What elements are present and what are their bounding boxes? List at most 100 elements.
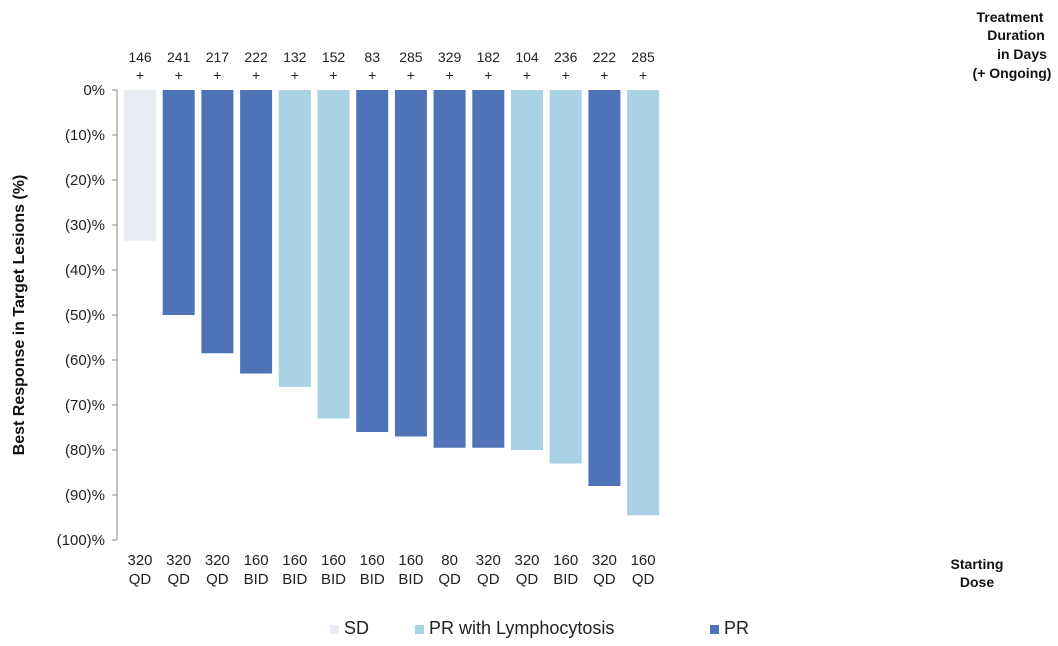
dose-amount-label: 160 <box>321 552 346 569</box>
y-tick-label: (60)% <box>65 352 105 369</box>
dose-header-line: Starting <box>951 556 1004 572</box>
dose-schedule-label: BID <box>321 571 346 588</box>
bars <box>124 90 660 516</box>
legend-label: PR with Lymphocytosis <box>429 618 614 638</box>
legend-swatch <box>710 625 719 634</box>
dose-schedule-label: QD <box>477 571 500 588</box>
dose-amount-label: 160 <box>244 552 269 569</box>
dose-amount-label: 160 <box>282 552 307 569</box>
ongoing-marker: + <box>446 67 454 83</box>
dose-amount-label: 160 <box>553 552 578 569</box>
dose-schedule-label: QD <box>129 571 152 588</box>
bar <box>472 90 505 448</box>
ongoing-marker: + <box>484 67 492 83</box>
bar <box>433 90 466 448</box>
y-tick-label: (100)% <box>57 532 105 549</box>
dose-schedule-label: QD <box>206 571 229 588</box>
bar <box>317 90 350 419</box>
duration-label: 182 <box>477 49 501 65</box>
dose-amount-label: 320 <box>592 552 617 569</box>
legend-swatch <box>330 625 339 634</box>
dose-amount-label: 160 <box>398 552 423 569</box>
dose-amount-label: 160 <box>631 552 656 569</box>
bar <box>627 90 660 516</box>
ongoing-marker: + <box>213 67 221 83</box>
duration-label: 222 <box>244 49 268 65</box>
duration-label: 104 <box>515 49 539 65</box>
bar <box>356 90 389 432</box>
dose-schedule-label: QD <box>438 571 461 588</box>
bar <box>240 90 273 374</box>
bar <box>588 90 621 486</box>
duration-label: 146 <box>128 49 152 65</box>
ongoing-marker: + <box>523 67 531 83</box>
bar <box>511 90 543 450</box>
duration-label: 83 <box>364 49 380 65</box>
duration-label: 329 <box>438 49 462 65</box>
dose-header: Starting Dose <box>951 556 1004 590</box>
dose-schedule-label: QD <box>167 571 190 588</box>
duration-label: 222 <box>593 49 617 65</box>
ongoing-marker: + <box>562 67 570 83</box>
duration-label: 236 <box>554 49 578 65</box>
ongoing-marker: + <box>407 67 415 83</box>
dose-amount-label: 80 <box>441 552 458 569</box>
ongoing-marker: + <box>329 67 337 83</box>
ongoing-marker: + <box>291 67 299 83</box>
duration-header-line: Duration <box>987 27 1045 43</box>
dose-labels: 320 QD 320 QD 320 QD 160 BID 160 BID 160 BID 160 BID 1… <box>127 552 655 588</box>
legend-swatch <box>415 625 424 634</box>
dose-schedule-label: BID <box>282 571 307 588</box>
y-tick-label: (10)% <box>65 127 105 144</box>
y-axis-label: Best Response in Target Lesions (%) <box>11 175 28 456</box>
bar <box>278 90 311 387</box>
bar <box>394 90 427 437</box>
y-tick-label: 0% <box>83 82 105 99</box>
duration-header-line: Treatment <box>977 9 1044 25</box>
y-tick-label: (30)% <box>65 217 105 234</box>
y-tick-label: (70)% <box>65 397 105 414</box>
dose-schedule-label: QD <box>632 571 655 588</box>
dose-amount-label: 320 <box>205 552 230 569</box>
duration-label: 217 <box>206 49 230 65</box>
dose-amount-label: 160 <box>360 552 385 569</box>
ongoing-marker: + <box>639 67 647 83</box>
duration-labels: 146 +241 +217 +222 +132 +152 +83 +285 +329 +182 +1… <box>128 49 655 83</box>
y-axis: 0% (10)% (20)% (30)% (40)% (50)% (60)% (70)% (80… <box>57 82 118 549</box>
duration-header: Treatment Duration in Days (+ Ongoing) <box>973 9 1052 81</box>
legend-label: PR <box>724 618 749 638</box>
ongoing-marker: + <box>600 67 608 83</box>
duration-label: 285 <box>399 49 423 65</box>
legend: SD PR with Lymphocytosis PR <box>330 618 749 638</box>
ongoing-marker: + <box>136 67 144 83</box>
bar <box>162 90 195 315</box>
dose-schedule-label: BID <box>398 571 423 588</box>
duration-label: 241 <box>167 49 191 65</box>
duration-label: 152 <box>322 49 346 65</box>
bar <box>201 90 234 354</box>
dose-amount-label: 320 <box>127 552 152 569</box>
dose-amount-label: 320 <box>514 552 539 569</box>
y-tick-label: (50)% <box>65 307 105 324</box>
duration-label: 285 <box>631 49 655 65</box>
duration-label: 132 <box>283 49 307 65</box>
ongoing-marker: + <box>252 67 260 83</box>
duration-header-line: (+ Ongoing) <box>973 65 1052 81</box>
y-tick-label: (90)% <box>65 487 105 504</box>
dose-schedule-label: BID <box>244 571 269 588</box>
dose-schedule-label: QD <box>516 571 539 588</box>
ongoing-marker: + <box>175 67 183 83</box>
ongoing-marker: + <box>368 67 376 83</box>
dose-schedule-label: BID <box>360 571 385 588</box>
dose-schedule-label: BID <box>553 571 578 588</box>
duration-header-line: in Days <box>997 46 1047 62</box>
y-tick-label: (20)% <box>65 172 105 189</box>
dose-amount-label: 320 <box>476 552 501 569</box>
bar <box>549 90 582 464</box>
legend-label: SD <box>344 618 369 638</box>
y-tick-label: (80)% <box>65 442 105 459</box>
dose-header-line: Dose <box>960 574 994 590</box>
dose-schedule-label: QD <box>593 571 616 588</box>
bar <box>124 90 156 241</box>
